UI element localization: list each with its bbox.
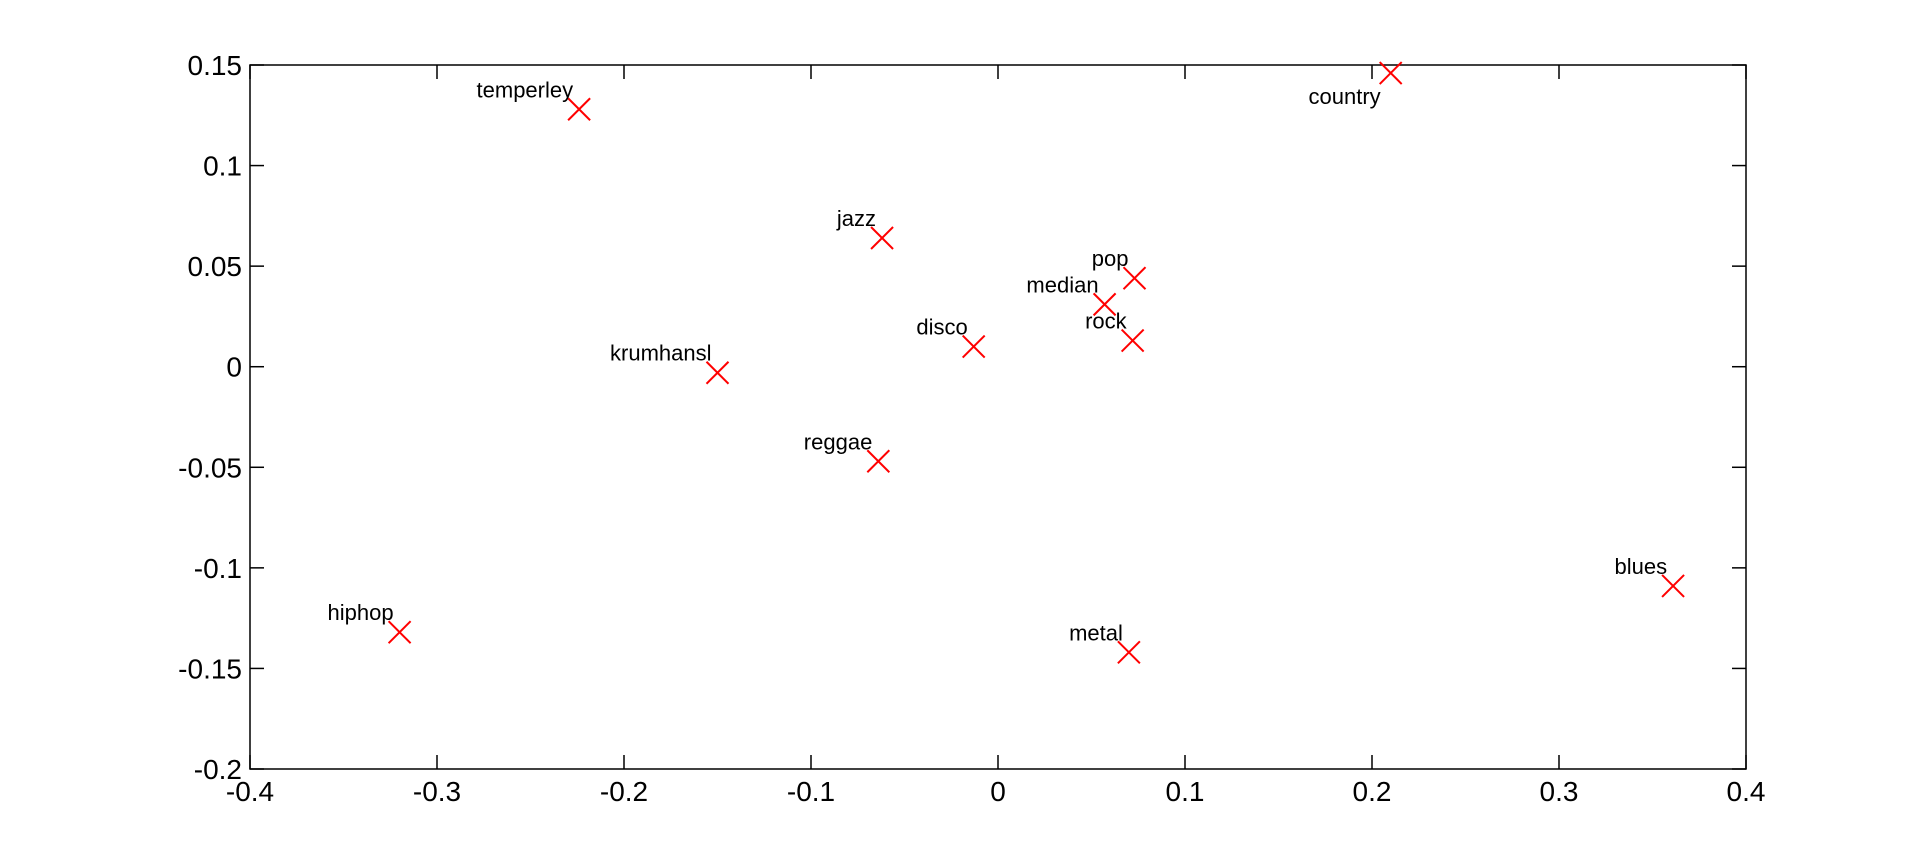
- marker-stroke: [705, 361, 730, 385]
- marker-stroke: [1378, 61, 1403, 85]
- marker-stroke: [1092, 292, 1117, 317]
- y-tick-label: 0.05: [188, 251, 243, 282]
- data-point-label: krumhansl: [610, 341, 711, 366]
- data-point-marker: [567, 97, 591, 121]
- marker-stroke: [1117, 640, 1141, 665]
- data-point-label: rock: [1085, 309, 1128, 334]
- x-tick-label: -0.1: [787, 776, 835, 807]
- y-axis-ticks: 0.15 0.1 0.05 0 -0.05 -0.1 -0.15 -0.2: [178, 50, 1746, 785]
- data-point-label: metal: [1069, 620, 1123, 645]
- marker-stroke: [1120, 328, 1145, 353]
- data-point-label: pop: [1092, 246, 1129, 271]
- data-point-label: country: [1309, 84, 1381, 109]
- x-tick-label: -0.3: [413, 776, 461, 807]
- data-point-marker: [1661, 574, 1685, 598]
- data-point-marker: [1092, 292, 1117, 317]
- marker-stroke: [866, 449, 891, 473]
- y-tick-label: 0: [226, 352, 242, 383]
- data-point-marker: [1378, 61, 1403, 85]
- data-point-marker: [866, 449, 891, 473]
- data-point-marker: [1122, 266, 1147, 290]
- data-point-marker: [870, 226, 894, 250]
- marker-stroke: [1122, 266, 1147, 290]
- marker-stroke: [1661, 574, 1685, 598]
- data-point-marker: [705, 361, 730, 385]
- x-tick-label: 0.1: [1166, 776, 1205, 807]
- data-point-marker: [961, 334, 986, 359]
- x-tick-label: 0: [990, 776, 1006, 807]
- data-point-label: blues: [1614, 554, 1667, 579]
- x-tick-label: 0.2: [1353, 776, 1392, 807]
- y-tick-label: -0.05: [178, 452, 242, 483]
- data-point-label: disco: [916, 315, 967, 340]
- x-tick-label: 0.3: [1540, 776, 1579, 807]
- x-tick-label: -0.4: [226, 776, 274, 807]
- x-axis-ticks: -0.4 -0.3 -0.2 -0.1 0 0.1 0.2 0.3 0.4: [226, 65, 1766, 807]
- marker-stroke: [567, 97, 591, 121]
- x-tick-label: 0.4: [1727, 776, 1766, 807]
- y-tick-label: -0.1: [194, 553, 242, 584]
- y-tick-label: -0.2: [194, 754, 242, 785]
- data-point-label: jazz: [836, 206, 876, 231]
- y-tick-label: 0.1: [203, 151, 242, 182]
- data-point-label: median: [1026, 272, 1098, 297]
- data-markers: [387, 61, 1685, 665]
- marker-stroke: [870, 226, 894, 250]
- marker-stroke: [387, 620, 412, 644]
- data-point-label: temperley: [477, 77, 574, 102]
- data-point-marker: [1117, 640, 1141, 665]
- data-point-label: reggae: [804, 429, 873, 454]
- y-tick-label: -0.15: [178, 653, 242, 684]
- data-point-label: hiphop: [328, 600, 394, 625]
- y-tick-label: 0.15: [188, 50, 243, 81]
- x-tick-label: -0.2: [600, 776, 648, 807]
- marker-stroke: [961, 334, 986, 359]
- data-point-marker: [387, 620, 412, 644]
- data-point-marker: [1120, 328, 1145, 353]
